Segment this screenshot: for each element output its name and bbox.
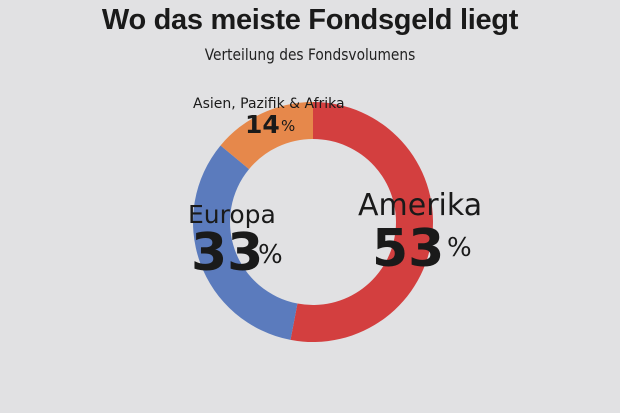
- slice-label-asien: Asien, Pazifik & Afrika: [193, 96, 345, 112]
- donut-slices: [192, 102, 433, 342]
- slice-unit-asien: %: [281, 117, 295, 135]
- chart-subtitle: Verteilung des Fondsvolumens: [204, 45, 416, 64]
- label-group-europa: Europa 33 %: [188, 200, 283, 283]
- slice-value-amerika: 53: [372, 219, 444, 279]
- slice-unit-europa: %: [258, 240, 283, 270]
- donut-slice-asien: [220, 102, 313, 170]
- slice-value-europa: 33: [191, 223, 263, 283]
- chart-title: Wo das meiste Fondsgeld liegt: [101, 4, 519, 36]
- label-group-amerika: Amerika 53 %: [358, 188, 482, 279]
- donut-slice-europa: [192, 145, 298, 340]
- slice-unit-amerika: %: [447, 233, 472, 263]
- donut-slice-amerika: [290, 102, 433, 342]
- slice-value-asien: 14: [245, 110, 280, 139]
- slice-label-amerika: Amerika: [358, 188, 482, 223]
- slice-label-europa: Europa: [188, 200, 276, 229]
- label-group-asien: Asien, Pazifik & Afrika 14 %: [193, 96, 345, 139]
